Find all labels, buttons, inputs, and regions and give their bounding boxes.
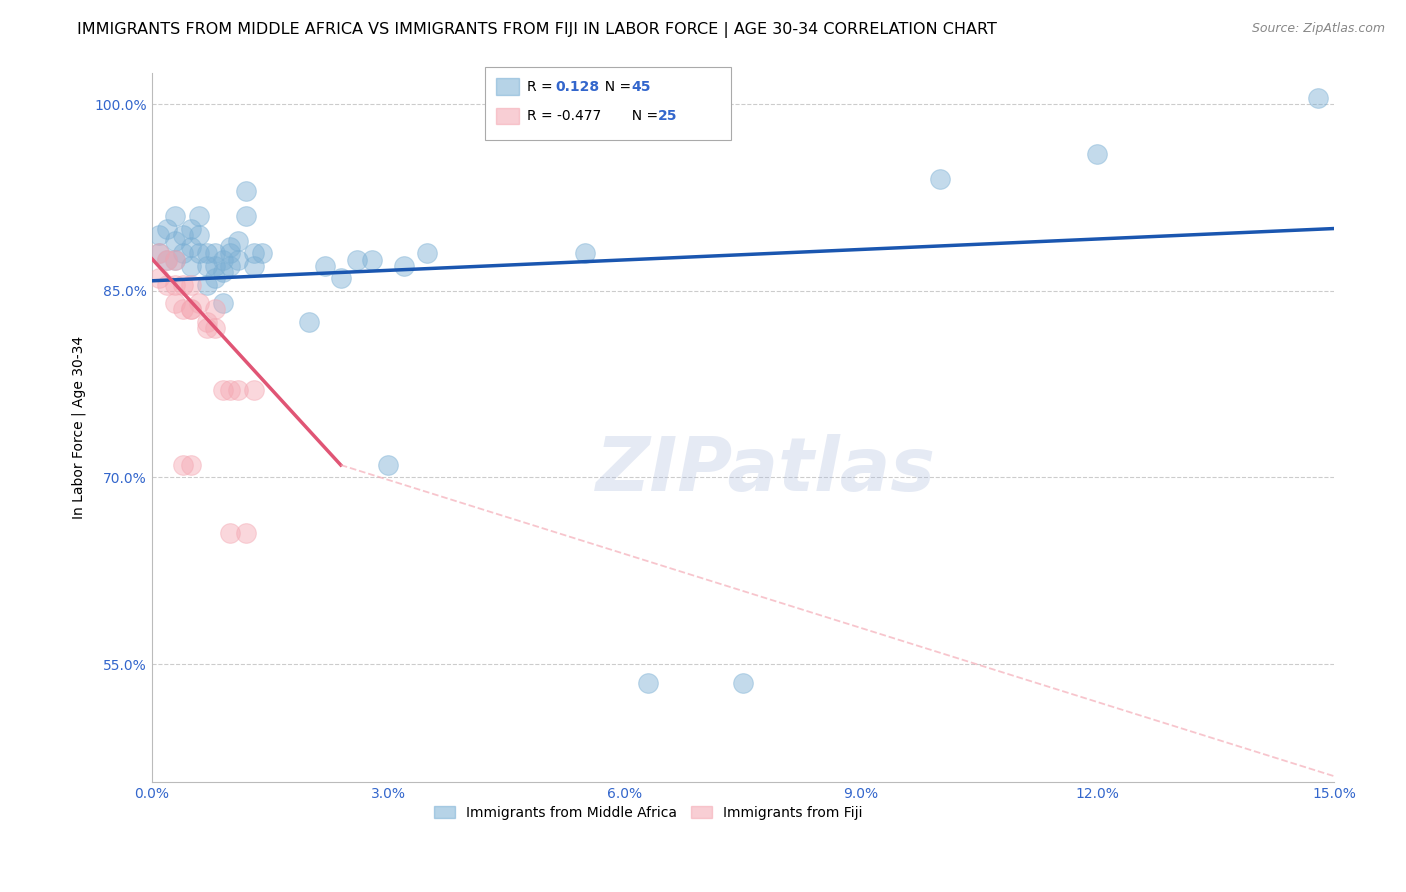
Point [226, 252, 249, 267]
Point [314, 259, 336, 273]
Point [346, 252, 368, 267]
Point [165, 252, 187, 267]
Text: N =: N = [596, 79, 636, 94]
Point [204, 246, 226, 260]
Point [172, 277, 194, 292]
Point [195, 315, 218, 329]
Point [361, 252, 384, 267]
Point [211, 252, 233, 267]
Text: 45: 45 [631, 79, 651, 94]
Point [156, 252, 179, 267]
Point [187, 246, 209, 260]
Point [226, 234, 249, 248]
Point [928, 171, 950, 186]
Point [416, 246, 439, 260]
Point [195, 259, 218, 273]
Text: Source: ZipAtlas.com: Source: ZipAtlas.com [1251, 22, 1385, 36]
Point [574, 246, 596, 260]
Point [250, 246, 273, 260]
Point [156, 221, 179, 235]
Point [180, 302, 202, 317]
Point [235, 526, 257, 541]
Point [243, 259, 266, 273]
Point [165, 252, 187, 267]
Point [204, 271, 226, 285]
Point [172, 302, 194, 317]
Point [298, 315, 321, 329]
Point [148, 271, 170, 285]
Y-axis label: In Labor Force | Age 30-34: In Labor Force | Age 30-34 [72, 336, 86, 519]
Point [180, 221, 202, 235]
Point [329, 271, 352, 285]
Point [195, 321, 218, 335]
Point [187, 296, 209, 310]
Point [180, 259, 202, 273]
Text: 25: 25 [658, 109, 678, 123]
Point [148, 227, 170, 242]
Point [156, 252, 179, 267]
Point [187, 227, 209, 242]
Point [172, 227, 194, 242]
Text: R = -0.477: R = -0.477 [527, 109, 602, 123]
Point [187, 209, 209, 223]
Point [180, 240, 202, 254]
Point [204, 259, 226, 273]
Point [148, 246, 170, 260]
Point [165, 209, 187, 223]
Point [377, 458, 399, 472]
Point [637, 675, 659, 690]
Point [165, 234, 187, 248]
Legend: Immigrants from Middle Africa, Immigrants from Fiji: Immigrants from Middle Africa, Immigrant… [429, 800, 868, 825]
Point [731, 675, 754, 690]
Text: 0.128: 0.128 [555, 79, 599, 94]
Point [219, 240, 242, 254]
Point [195, 246, 218, 260]
Point [148, 246, 170, 260]
Point [180, 277, 202, 292]
Point [1087, 147, 1109, 161]
Text: IMMIGRANTS FROM MIDDLE AFRICA VS IMMIGRANTS FROM FIJI IN LABOR FORCE | AGE 30-34: IMMIGRANTS FROM MIDDLE AFRICA VS IMMIGRA… [77, 22, 997, 38]
Point [219, 526, 242, 541]
Point [204, 302, 226, 317]
Point [172, 458, 194, 472]
Point [211, 384, 233, 398]
Point [165, 277, 187, 292]
Text: N =: N = [623, 109, 662, 123]
Point [243, 246, 266, 260]
Point [156, 277, 179, 292]
Text: ZIPatlas: ZIPatlas [596, 434, 936, 507]
Point [219, 246, 242, 260]
Point [195, 277, 218, 292]
Point [211, 296, 233, 310]
Point [172, 246, 194, 260]
Point [180, 458, 202, 472]
Point [204, 321, 226, 335]
Text: R =: R = [527, 79, 557, 94]
Point [165, 296, 187, 310]
Point [1308, 91, 1330, 105]
Point [180, 302, 202, 317]
Point [235, 209, 257, 223]
Point [226, 384, 249, 398]
Point [219, 259, 242, 273]
Point [243, 384, 266, 398]
Point [235, 184, 257, 198]
Point [392, 259, 415, 273]
Point [219, 384, 242, 398]
Point [211, 265, 233, 279]
